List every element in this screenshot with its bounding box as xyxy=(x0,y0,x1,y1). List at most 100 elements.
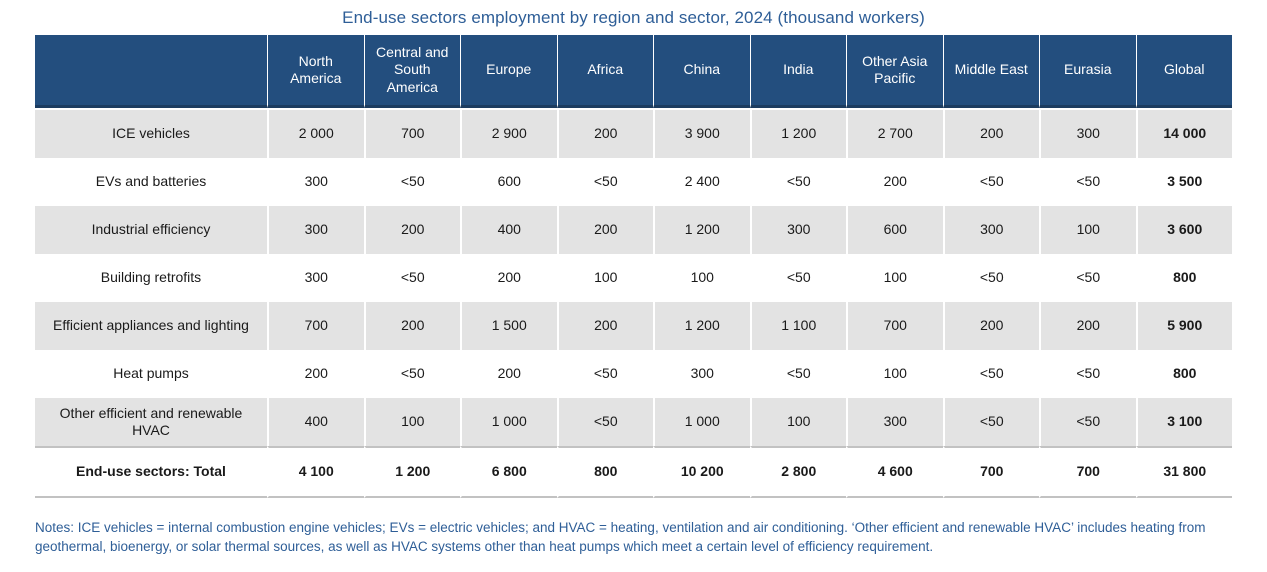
table-header: North America Central and South America Eu… xyxy=(35,35,1232,108)
table-cell: 10 200 xyxy=(653,446,750,498)
table-cell: 200 xyxy=(1039,302,1136,350)
row-label: Efficient appliances and lighting xyxy=(35,302,267,350)
table-cell: 300 xyxy=(749,206,846,254)
table-cell: 300 xyxy=(267,206,364,254)
table-cell: 2 000 xyxy=(267,108,364,158)
table-row: Efficient appliances and lighting 700 200 1… xyxy=(35,302,1232,350)
table-cell: 100 xyxy=(363,398,460,446)
table-cell: 300 xyxy=(846,398,943,446)
table-row: ICE vehicles 2 000 700 2 900 200 3 900 1 200 2 … xyxy=(35,108,1232,158)
employment-table: North America Central and South America Eu… xyxy=(35,35,1232,498)
table-cell: 200 xyxy=(363,302,460,350)
table-cell: 800 xyxy=(556,446,653,498)
table-cell: 200 xyxy=(556,206,653,254)
row-label: End-use sectors: Total xyxy=(35,446,267,498)
table-cell: 3 900 xyxy=(653,108,750,158)
table-cell: 2 700 xyxy=(846,108,943,158)
column-header-8: Middle East xyxy=(942,35,1039,108)
table-cell: <50 xyxy=(749,158,846,206)
table-cell: 700 xyxy=(942,446,1039,498)
table-cell: 1 000 xyxy=(653,398,750,446)
table-cell: 1 200 xyxy=(363,446,460,498)
column-header-5: China xyxy=(653,35,750,108)
table-cell: 6 800 xyxy=(460,446,557,498)
table-cell: <50 xyxy=(749,254,846,302)
table-cell: <50 xyxy=(556,398,653,446)
table-row: EVs and batteries 300 <50 600 <50 2 400 <50 200… xyxy=(35,158,1232,206)
table-cell: 600 xyxy=(846,206,943,254)
table-cell: 3 500 xyxy=(1135,158,1232,206)
table-cell: <50 xyxy=(1039,398,1136,446)
table-cell: <50 xyxy=(942,398,1039,446)
column-header-4: Africa xyxy=(556,35,653,108)
column-header-10: Global xyxy=(1135,35,1232,108)
row-label: Building retrofits xyxy=(35,254,267,302)
table-cell: 4 600 xyxy=(846,446,943,498)
table-cell: 200 xyxy=(556,302,653,350)
table-cell: 600 xyxy=(460,158,557,206)
row-label: EVs and batteries xyxy=(35,158,267,206)
table-cell: 700 xyxy=(1039,446,1136,498)
table-cell: 300 xyxy=(942,206,1039,254)
table-cell: 1 000 xyxy=(460,398,557,446)
table-cell: 4 100 xyxy=(267,446,364,498)
table-cell: <50 xyxy=(363,254,460,302)
table-cell: 1 200 xyxy=(653,302,750,350)
table-cell: 700 xyxy=(846,302,943,350)
table-cell: 300 xyxy=(267,158,364,206)
table-cell: 14 000 xyxy=(1135,108,1232,158)
table-cell: 300 xyxy=(267,254,364,302)
table-row: Building retrofits 300 <50 200 100 100 <50 100 <… xyxy=(35,254,1232,302)
table-cell: 700 xyxy=(363,108,460,158)
table-cell: 200 xyxy=(363,206,460,254)
table-row: Other efficient and renewable HVAC 400 100… xyxy=(35,398,1232,446)
table-cell: 200 xyxy=(846,158,943,206)
table-cell: <50 xyxy=(942,254,1039,302)
table-cell: 700 xyxy=(267,302,364,350)
column-header-2: Central and South America xyxy=(363,35,460,108)
table-cell: <50 xyxy=(556,158,653,206)
table-cell: 1 200 xyxy=(653,206,750,254)
page-title: End-use sectors employment by region and… xyxy=(342,8,925,27)
row-label: Heat pumps xyxy=(35,350,267,398)
table-cell: 200 xyxy=(460,350,557,398)
table-row: Industrial efficiency 300 200 400 200 1 200 30… xyxy=(35,206,1232,254)
table-cell: <50 xyxy=(1039,158,1136,206)
table-cell: <50 xyxy=(363,350,460,398)
table-cell: 2 400 xyxy=(653,158,750,206)
table-cell: <50 xyxy=(749,350,846,398)
table-cell: 1 200 xyxy=(749,108,846,158)
table-row: Heat pumps 200 <50 200 <50 300 <50 100 <50 <50 800 xyxy=(35,350,1232,398)
table-cell: 200 xyxy=(942,302,1039,350)
row-label: Industrial efficiency xyxy=(35,206,267,254)
table-cell: <50 xyxy=(1039,350,1136,398)
column-header-7: Other Asia Pacific xyxy=(846,35,943,108)
table-cell: 200 xyxy=(460,254,557,302)
column-header-1: North America xyxy=(267,35,364,108)
column-header-9: Eurasia xyxy=(1039,35,1136,108)
table-cell: 800 xyxy=(1135,350,1232,398)
table-cell: 5 900 xyxy=(1135,302,1232,350)
table-cell: <50 xyxy=(556,350,653,398)
table-cell: 300 xyxy=(1039,108,1136,158)
table-cell: <50 xyxy=(1039,254,1136,302)
table-cell: 1 100 xyxy=(749,302,846,350)
table-cell: 100 xyxy=(846,350,943,398)
table-notes: Notes: ICE vehicles = internal combustio… xyxy=(35,520,1206,554)
table-cell: 3 600 xyxy=(1135,206,1232,254)
table-cell: 100 xyxy=(1039,206,1136,254)
table-cell: 1 500 xyxy=(460,302,557,350)
table-cell: 2 900 xyxy=(460,108,557,158)
table-cell: 200 xyxy=(556,108,653,158)
table-cell: <50 xyxy=(363,158,460,206)
table-cell: 100 xyxy=(749,398,846,446)
row-label: ICE vehicles xyxy=(35,108,267,158)
table-cell: 100 xyxy=(846,254,943,302)
table-cell: 400 xyxy=(460,206,557,254)
column-header-3: Europe xyxy=(460,35,557,108)
table-row: End-use sectors: Total 4 100 1 200 6 800 800… xyxy=(35,446,1232,498)
table-cell: 31 800 xyxy=(1135,446,1232,498)
corner-header xyxy=(35,35,267,108)
table-cell: <50 xyxy=(942,158,1039,206)
table-cell: 100 xyxy=(556,254,653,302)
